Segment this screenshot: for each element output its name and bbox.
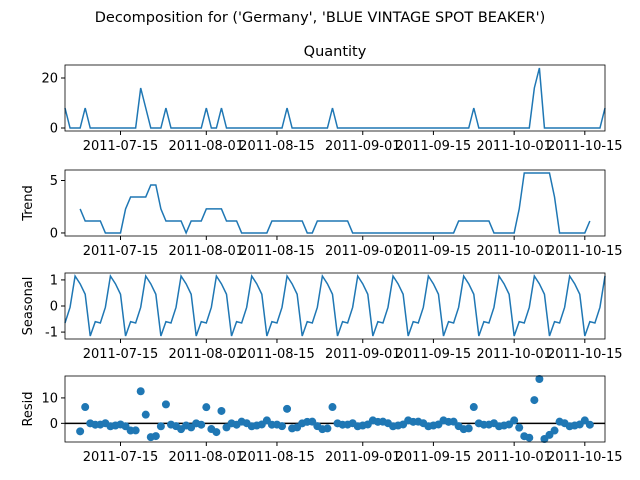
y-axis-label: Resid [21, 391, 36, 426]
x-tick-label: 2011-08-15 [239, 244, 315, 259]
point [469, 403, 478, 412]
point [212, 428, 221, 437]
point [464, 424, 473, 433]
point [156, 422, 165, 431]
point [161, 400, 170, 409]
x-tick-label: 2011-10-15 [547, 139, 623, 154]
point [197, 420, 206, 429]
point [202, 403, 211, 412]
x-tick-label: 2011-09-01 [325, 450, 401, 465]
x-tick-label: 2011-10-01 [476, 139, 552, 154]
x-tick-label: 2011-08-01 [169, 139, 245, 154]
x-tick-label: 2011-08-01 [169, 347, 245, 362]
y-tick-label: 5 [50, 174, 58, 189]
point [131, 426, 140, 435]
x-tick-label: 2011-08-01 [169, 450, 245, 465]
x-tick-label: 2011-09-01 [325, 244, 401, 259]
y-tick-label: -1 [45, 326, 58, 341]
axes-frame [64, 272, 606, 340]
axes-frame [64, 169, 606, 237]
x-tick-label: 2011-10-01 [476, 347, 552, 362]
x-tick-label: 2011-09-01 [325, 347, 401, 362]
x-tick-label: 2011-08-15 [239, 450, 315, 465]
axes-frame [64, 375, 606, 443]
point [81, 403, 90, 412]
y-tick-label: 0 [50, 226, 58, 241]
point [530, 396, 539, 405]
x-tick-label: 2011-08-15 [239, 139, 315, 154]
point [515, 423, 524, 432]
figure-title: Decomposition for ('Germany', 'BLUE VINT… [95, 10, 546, 26]
point [141, 410, 150, 419]
point [328, 403, 337, 412]
y-tick-label: 10 [41, 391, 58, 406]
x-tick-label: 2011-07-15 [83, 347, 159, 362]
point [510, 416, 519, 425]
x-tick-label: 2011-09-15 [396, 347, 472, 362]
point [278, 422, 287, 431]
y-tick-label: 0 [50, 300, 58, 315]
x-tick-label: 2011-10-01 [476, 450, 552, 465]
x-tick-label: 2011-10-15 [547, 347, 623, 362]
point [535, 375, 544, 383]
x-tick-label: 2011-09-01 [325, 139, 401, 154]
point [217, 406, 226, 415]
point [550, 426, 559, 435]
point [525, 433, 534, 442]
x-tick-label: 2011-07-15 [83, 244, 159, 259]
x-tick-label: 2011-09-15 [396, 139, 472, 154]
point [323, 424, 332, 433]
y-tick-label: 0 [50, 122, 58, 137]
axes-frame [64, 64, 606, 132]
point [151, 432, 160, 441]
y-axis-label: Seasonal [21, 277, 36, 336]
x-tick-label: 2011-08-15 [239, 347, 315, 362]
x-tick-label: 2011-10-15 [547, 244, 623, 259]
series-line [64, 273, 606, 337]
x-tick-label: 2011-07-15 [83, 139, 159, 154]
x-tick-label: 2011-09-15 [396, 450, 472, 465]
subplot-title: Quantity [304, 44, 367, 60]
series-line [64, 67, 606, 129]
point [76, 427, 85, 436]
series-line [79, 172, 591, 235]
x-tick-label: 2011-10-15 [547, 450, 623, 465]
x-tick-label: 2011-08-01 [169, 244, 245, 259]
y-tick-label: 20 [41, 72, 58, 87]
point [136, 387, 145, 396]
x-tick-label: 2011-09-15 [396, 244, 472, 259]
x-tick-label: 2011-10-01 [476, 244, 552, 259]
point [585, 420, 594, 429]
y-tick-label: 0 [50, 417, 58, 432]
point [283, 404, 292, 413]
y-axis-label: Trend [21, 185, 36, 222]
y-tick-label: 1 [50, 273, 58, 288]
x-tick-label: 2011-07-15 [83, 450, 159, 465]
